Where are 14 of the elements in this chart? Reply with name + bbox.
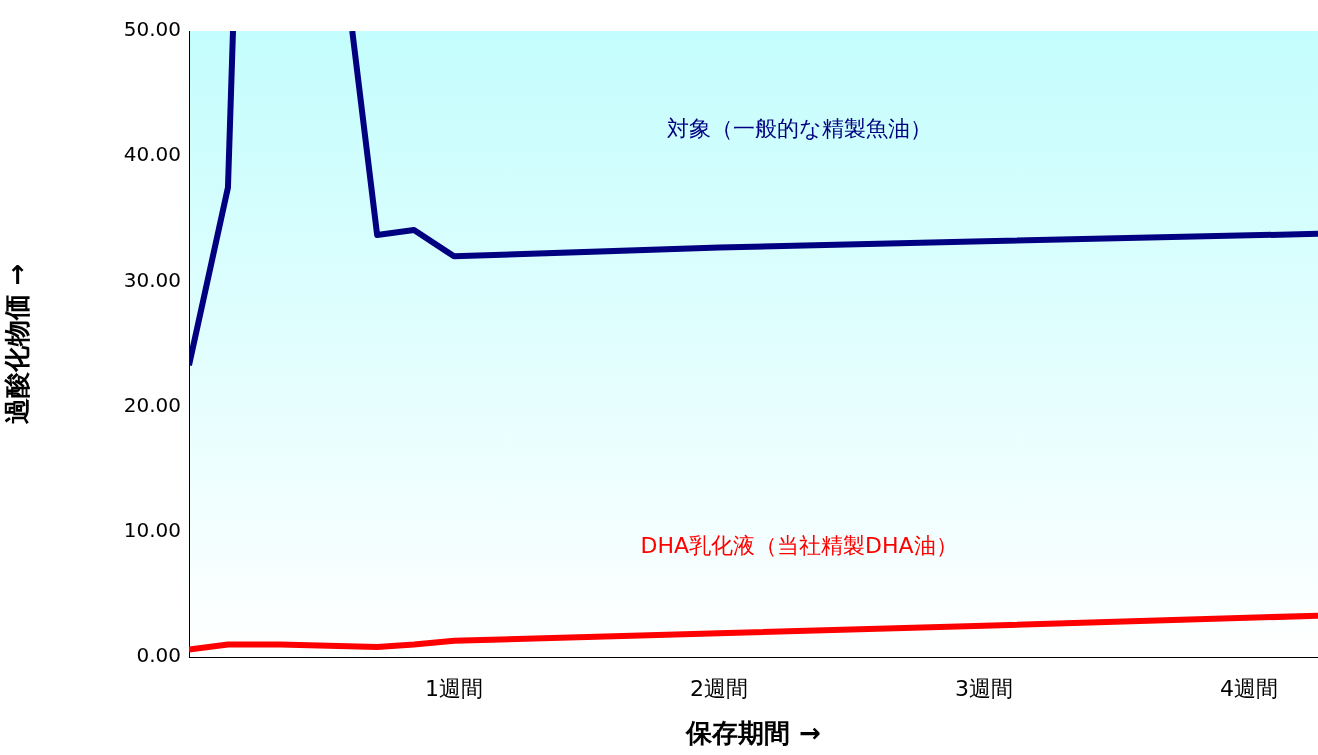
y-tick-label: 0.00 (136, 643, 181, 668)
y-tick-label: 20.00 (123, 392, 181, 417)
x-tick-label: 1週間 (425, 675, 484, 701)
x-tick-label: 2週間 (690, 675, 749, 701)
y-axis-title: 過酸化物価 → (2, 263, 33, 425)
y-tick-label: 40.00 (123, 142, 181, 167)
y-tick-label: 50.00 (123, 17, 181, 42)
x-axis-title: 保存期間 → (685, 718, 821, 749)
text: DHA乳化液（当社精製DHA油） (640, 532, 958, 558)
text: 対象（一般的な精製魚油） (666, 116, 932, 142)
x-tick-label: 4週間 (1220, 675, 1279, 701)
y-tick-label: 10.00 (123, 518, 181, 542)
x-tick-label: 3週間 (955, 675, 1014, 701)
y-tick-label: 30.00 (123, 267, 181, 292)
